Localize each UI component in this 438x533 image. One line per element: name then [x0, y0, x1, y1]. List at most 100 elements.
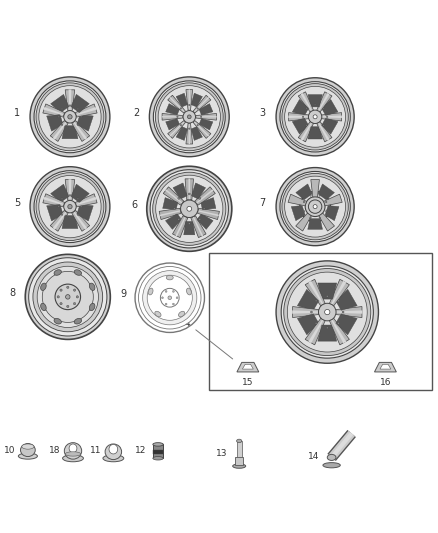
Text: 15: 15: [242, 378, 254, 387]
Text: 8: 8: [10, 288, 16, 297]
Polygon shape: [321, 118, 338, 134]
Ellipse shape: [54, 318, 61, 324]
Polygon shape: [176, 93, 187, 107]
Polygon shape: [51, 184, 69, 203]
Ellipse shape: [153, 81, 225, 153]
Polygon shape: [199, 104, 213, 115]
Polygon shape: [163, 187, 184, 205]
Ellipse shape: [318, 303, 336, 321]
Polygon shape: [380, 364, 391, 369]
Ellipse shape: [61, 108, 63, 110]
Bar: [237, 441, 242, 457]
Ellipse shape: [199, 219, 201, 220]
Ellipse shape: [189, 128, 190, 130]
Polygon shape: [43, 104, 64, 117]
Polygon shape: [47, 115, 63, 131]
Polygon shape: [68, 90, 71, 110]
Polygon shape: [305, 279, 325, 306]
Ellipse shape: [155, 175, 223, 243]
Polygon shape: [296, 184, 312, 200]
Ellipse shape: [197, 108, 198, 109]
Polygon shape: [196, 114, 216, 120]
Text: 6: 6: [131, 199, 137, 209]
Ellipse shape: [155, 83, 223, 151]
Polygon shape: [77, 205, 93, 221]
Polygon shape: [201, 198, 216, 209]
Bar: [235, 457, 243, 465]
Polygon shape: [318, 123, 330, 141]
Polygon shape: [65, 180, 75, 200]
Ellipse shape: [313, 115, 317, 119]
Text: 5: 5: [14, 198, 20, 208]
Bar: [209, 254, 432, 390]
Polygon shape: [198, 208, 219, 220]
Polygon shape: [76, 107, 96, 115]
Text: 16: 16: [380, 378, 391, 387]
Ellipse shape: [55, 284, 81, 310]
Polygon shape: [43, 194, 64, 207]
Polygon shape: [308, 219, 322, 229]
Polygon shape: [176, 127, 187, 140]
Ellipse shape: [319, 217, 321, 219]
Ellipse shape: [310, 195, 311, 196]
Ellipse shape: [42, 271, 93, 322]
Ellipse shape: [30, 167, 110, 247]
Ellipse shape: [153, 457, 163, 460]
Ellipse shape: [178, 219, 180, 220]
Ellipse shape: [166, 276, 173, 280]
Ellipse shape: [282, 173, 348, 240]
Ellipse shape: [21, 443, 35, 457]
Ellipse shape: [54, 270, 61, 275]
Polygon shape: [65, 90, 75, 110]
Ellipse shape: [237, 439, 242, 443]
Text: 18: 18: [49, 447, 61, 455]
Ellipse shape: [36, 83, 104, 151]
Ellipse shape: [287, 272, 367, 352]
Ellipse shape: [153, 172, 226, 245]
Polygon shape: [43, 107, 64, 115]
Polygon shape: [296, 213, 311, 231]
Polygon shape: [199, 119, 213, 130]
Polygon shape: [71, 94, 89, 112]
Ellipse shape: [77, 214, 79, 215]
Text: 4: 4: [184, 319, 190, 328]
Polygon shape: [336, 314, 357, 335]
Ellipse shape: [187, 206, 192, 211]
Ellipse shape: [61, 124, 63, 125]
Ellipse shape: [276, 78, 354, 156]
Polygon shape: [191, 93, 202, 107]
Ellipse shape: [280, 172, 350, 242]
Ellipse shape: [187, 288, 191, 295]
Ellipse shape: [326, 327, 328, 329]
Ellipse shape: [143, 271, 197, 325]
Ellipse shape: [189, 104, 190, 106]
Ellipse shape: [147, 166, 232, 252]
Ellipse shape: [176, 297, 178, 298]
Polygon shape: [311, 180, 319, 197]
Ellipse shape: [285, 86, 346, 147]
Polygon shape: [331, 319, 346, 343]
Ellipse shape: [188, 193, 190, 195]
Ellipse shape: [69, 127, 71, 129]
Polygon shape: [196, 189, 213, 204]
Polygon shape: [292, 310, 318, 314]
Ellipse shape: [303, 211, 305, 212]
Ellipse shape: [89, 283, 95, 290]
Ellipse shape: [76, 296, 78, 298]
Polygon shape: [194, 97, 209, 112]
Ellipse shape: [150, 169, 228, 248]
Ellipse shape: [18, 453, 37, 459]
Ellipse shape: [64, 200, 76, 213]
Polygon shape: [197, 214, 213, 229]
Ellipse shape: [280, 82, 350, 152]
Polygon shape: [198, 210, 219, 216]
Polygon shape: [47, 205, 63, 221]
Ellipse shape: [89, 303, 95, 311]
Bar: [153, 445, 163, 458]
Polygon shape: [193, 217, 203, 237]
Ellipse shape: [25, 254, 110, 340]
Ellipse shape: [284, 269, 371, 356]
Ellipse shape: [34, 81, 106, 153]
Ellipse shape: [177, 116, 178, 117]
Text: 10: 10: [4, 446, 16, 455]
